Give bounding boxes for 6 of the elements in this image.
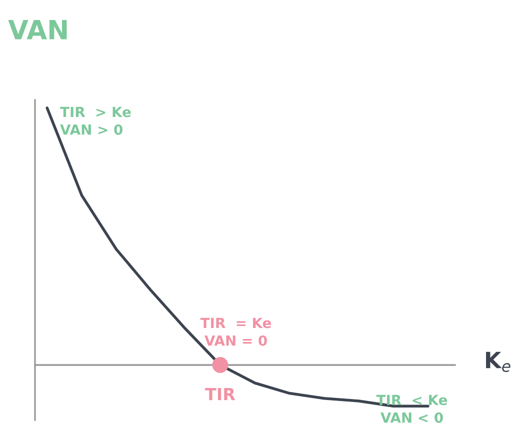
annotation: TIR < Ke VAN < 0	[376, 394, 448, 423]
y-axis-title: VAN	[8, 20, 67, 40]
annotation: TIR > Ke VAN > 0	[60, 106, 131, 135]
annotation: TIR = Ke VAN = 0	[200, 318, 272, 346]
annotation: TIR	[205, 388, 236, 400]
x-axis-title: K$_{e}$	[486, 352, 510, 372]
